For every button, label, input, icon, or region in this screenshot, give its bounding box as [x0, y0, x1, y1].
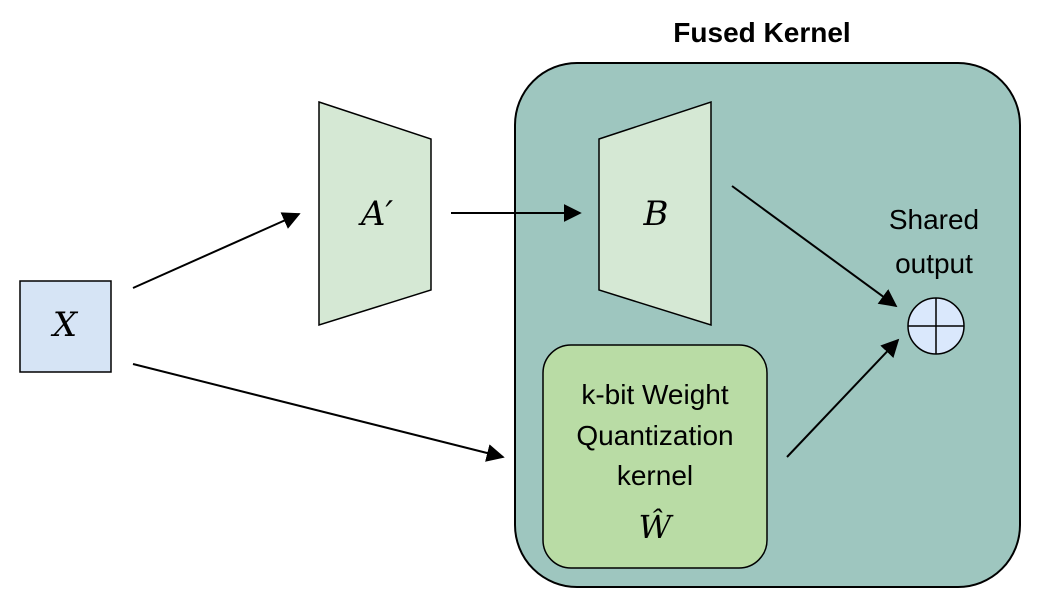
shared-output-line1: Shared: [889, 204, 979, 235]
adapter-b-label: B: [643, 194, 669, 234]
quant-kernel-symbol: Ŵ: [639, 508, 675, 546]
arrow-b-to-sum: [731, 185, 898, 308]
adapter-b-trapezoid: [598, 100, 712, 327]
arrow-quant-to-sum: [786, 338, 900, 458]
input-x-label: X: [50, 305, 79, 345]
sum-node-icon: [907, 297, 965, 355]
input-x-box: [19, 280, 112, 373]
adapter-a-trapezoid: [318, 100, 432, 327]
arrow-x-to-quant: [132, 363, 505, 462]
fused-kernel-title: Fused Kernel: [673, 17, 850, 48]
shared-output-line2: output: [895, 248, 973, 279]
adapter-a-label: A′: [358, 194, 394, 234]
arrow-x-to-a: [132, 212, 301, 289]
quantization-kernel-box: [542, 344, 768, 569]
quant-kernel-line3: kernel: [617, 460, 693, 491]
quant-kernel-line1: k-bit Weight: [581, 379, 729, 410]
quant-kernel-line2: Quantization: [576, 420, 733, 451]
